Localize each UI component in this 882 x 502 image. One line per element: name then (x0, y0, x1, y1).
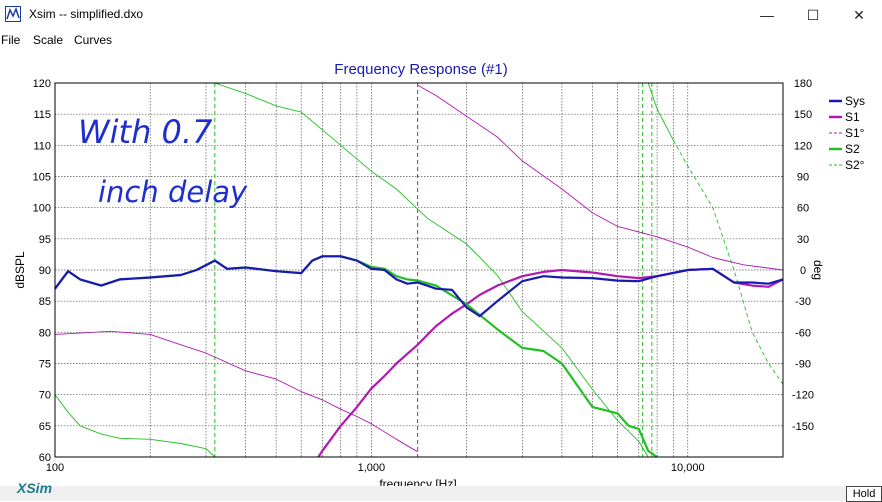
y2-tick-label: 120 (794, 140, 812, 152)
legend-label: S2° (845, 158, 865, 172)
y2-tick-label: -90 (795, 359, 811, 371)
y2-tick-label: -150 (792, 421, 814, 433)
y-tick-label: 115 (33, 109, 51, 121)
y2-tick-label: 30 (797, 234, 809, 246)
frequency-response-chart: 60 65 70 75 80 85 90 95 100 105 110 115 120 -150 -120 -… (13, 61, 865, 486)
y-tick-label: 105 (33, 172, 51, 184)
y2-tick-label: 180 (794, 78, 812, 90)
app-icon (5, 6, 21, 22)
plot-frame (54, 82, 784, 458)
x-tick-label: 100 (46, 462, 64, 474)
y2-tick-label: -120 (792, 390, 814, 402)
y2-axis-label: deg (811, 260, 825, 280)
y-tick-label: 70 (39, 390, 51, 402)
menu-file[interactable]: File (1, 33, 21, 47)
series-s2-phase-wrap2 (647, 82, 674, 141)
y2-tick-label: 0 (800, 265, 806, 277)
y-tick-label: 95 (39, 234, 51, 246)
xsim-logo: XSim (17, 480, 53, 496)
y2-tick-label: -30 (795, 296, 811, 308)
hold-button[interactable]: Hold (846, 486, 882, 502)
status-bar (0, 486, 882, 501)
y-axis-label: dBSPL (13, 251, 27, 289)
y-tick-label: 60 (39, 452, 51, 464)
y2-tick-label: 90 (797, 172, 809, 184)
menu-scale[interactable]: Scale (33, 33, 64, 47)
legend: Sys S1 S1° S2 S2° (829, 94, 865, 172)
x-tick-label: 10,000 (671, 462, 705, 474)
y-tick-label: 90 (39, 265, 51, 277)
series-s1-phase-wrap (417, 84, 784, 271)
window-title: Xsim -- simplified.dxo (29, 7, 144, 21)
y-tick-label: 120 (33, 78, 51, 90)
y2-tick-label: 60 (797, 203, 809, 215)
y2-tick-label: 150 (794, 109, 812, 121)
chart-title: Frequency Response (#1) (334, 61, 507, 78)
chart-area (0, 49, 882, 488)
annotation-line-1: With 0.7 (78, 113, 213, 151)
legend-label: Sys (845, 94, 865, 108)
x-axis-label: frequency [Hz] (379, 477, 456, 486)
minimize-button[interactable]: — (760, 7, 774, 23)
series-s2-phase-wrap (214, 82, 649, 458)
series-layer (54, 82, 784, 458)
series-s2-phase-wrap2-dashed (672, 139, 784, 385)
maximize-button[interactable]: ☐ (806, 6, 820, 23)
series-s2-phase (54, 394, 216, 458)
series-s1-phase (54, 330, 418, 453)
menu-curves[interactable]: Curves (74, 33, 113, 47)
y-tick-label: 110 (33, 140, 51, 152)
series-sys (54, 255, 784, 318)
annotation-line-2: inch delay (98, 175, 248, 209)
close-button[interactable]: ✕ (853, 6, 865, 23)
menu-bar: File Scale Curves (0, 31, 882, 49)
title-bar: Xsim -- simplified.dxo — ☐ ✕ (0, 0, 882, 30)
marker-layer (214, 83, 653, 457)
x-tick-label: 1,000 (358, 462, 386, 474)
legend-label: S1 (845, 110, 860, 124)
y2-tick-label: -60 (795, 327, 811, 339)
series-s2 (54, 255, 658, 458)
y-tick-label: 80 (39, 327, 51, 339)
series-s1 (317, 267, 784, 458)
handwritten-annotation: With 0.7 inch delay (78, 113, 248, 209)
legend-label: S1° (845, 126, 865, 140)
y-tick-label: 65 (39, 421, 51, 433)
y-tick-label: 100 (33, 203, 51, 215)
legend-label: S2 (845, 142, 860, 156)
y-tick-label: 85 (39, 296, 51, 308)
y-tick-label: 75 (39, 359, 51, 371)
tick-layer: 60 65 70 75 80 85 90 95 100 105 110 115 120 -150 -120 -… (33, 78, 814, 474)
